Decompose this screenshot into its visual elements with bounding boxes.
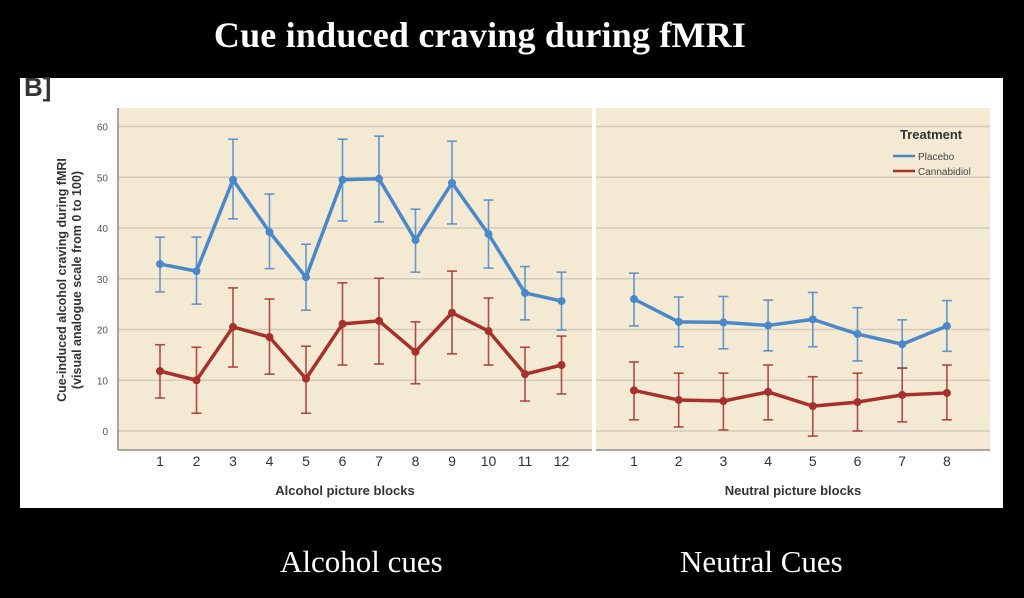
y-axis-label-line: (visual analogue scale from 0 to 100) — [70, 171, 84, 389]
x-tick-label: 6 — [339, 453, 347, 469]
series-line-placebo — [633, 297, 948, 346]
data-point — [942, 321, 951, 330]
data-point — [630, 295, 638, 304]
data-point — [719, 318, 728, 327]
x-tick-label: 12 — [554, 453, 570, 469]
y-axis-label-line: Cue-induced alcohol craving during fMRI — [55, 158, 69, 402]
legend-title: Treatment — [900, 127, 963, 142]
y-tick-label: 30 — [97, 275, 109, 286]
y-tick-label: 60 — [97, 123, 109, 134]
x-tick-label: 4 — [266, 453, 274, 469]
x-tick-label: 3 — [720, 453, 728, 469]
y-tick-label: 0 — [102, 427, 108, 438]
x-tick-label: 1 — [630, 453, 638, 469]
series-line-cannabidiol — [159, 311, 562, 382]
data-point — [411, 236, 420, 245]
data-point — [853, 330, 862, 339]
data-point — [156, 260, 164, 269]
x-tick-label: 6 — [854, 453, 862, 469]
data-point — [338, 175, 347, 184]
x-tick-label: 7 — [898, 453, 906, 469]
slide-title: Cue induced craving during fMRI — [213, 15, 747, 55]
data-point — [448, 308, 456, 317]
data-point — [192, 376, 201, 385]
x-tick-label: 3 — [229, 453, 237, 469]
panel-letter: B] — [24, 72, 52, 102]
data-point — [411, 347, 420, 356]
data-point — [484, 327, 493, 336]
x-axis-label: Neutral picture blocks — [725, 483, 862, 498]
data-point — [557, 297, 566, 306]
x-tick-label: 5 — [809, 453, 817, 469]
data-point — [808, 402, 817, 411]
data-point — [764, 321, 773, 330]
data-point — [764, 387, 773, 396]
data-point — [521, 288, 529, 297]
data-point — [521, 370, 529, 379]
data-point — [265, 228, 274, 237]
caption-alcohol-cues: Alcohol cues — [280, 544, 443, 579]
data-point — [898, 340, 907, 349]
data-point — [302, 273, 310, 282]
x-tick-label: 7 — [375, 453, 383, 469]
data-point — [375, 316, 383, 325]
data-point — [229, 322, 237, 331]
data-point — [229, 175, 237, 184]
y-tick-label: 50 — [97, 173, 109, 184]
y-tick-label: 20 — [97, 326, 109, 337]
x-tick-label: 8 — [943, 453, 951, 469]
data-point — [484, 230, 493, 239]
data-point — [375, 174, 383, 183]
data-point — [674, 317, 683, 326]
y-tick-label: 10 — [97, 376, 109, 387]
caption-neutral-cues: Neutral Cues — [680, 544, 843, 579]
x-axis-label: Alcohol picture blocks — [275, 483, 414, 498]
data-point — [302, 374, 310, 383]
x-tick-label: 1 — [156, 453, 164, 469]
legend-entry-cannabidiol: Cannabidiol — [918, 167, 971, 178]
data-point — [557, 361, 566, 370]
data-point — [674, 396, 683, 405]
legend-entry-placebo: Placebo — [918, 152, 955, 163]
data-point — [265, 333, 274, 342]
x-tick-label: 5 — [302, 453, 310, 469]
series-line-cannabidiol — [633, 388, 947, 408]
data-point — [156, 367, 164, 376]
x-tick-label: 11 — [518, 453, 533, 469]
x-tick-label: 9 — [448, 453, 456, 469]
x-tick-label: 8 — [412, 453, 420, 469]
data-point — [808, 315, 817, 324]
series-line-placebo — [159, 177, 562, 303]
data-point — [942, 388, 951, 397]
data-point — [338, 319, 347, 328]
x-tick-label: 4 — [764, 453, 772, 469]
y-tick-label: 40 — [97, 224, 109, 235]
x-tick-label: 10 — [481, 453, 497, 469]
data-point — [192, 267, 201, 276]
data-point — [630, 386, 638, 395]
x-tick-label: 2 — [675, 453, 683, 469]
data-point — [719, 397, 728, 406]
x-tick-label: 2 — [193, 453, 201, 469]
data-point — [898, 390, 907, 399]
data-point — [853, 398, 862, 407]
data-point — [448, 178, 456, 187]
